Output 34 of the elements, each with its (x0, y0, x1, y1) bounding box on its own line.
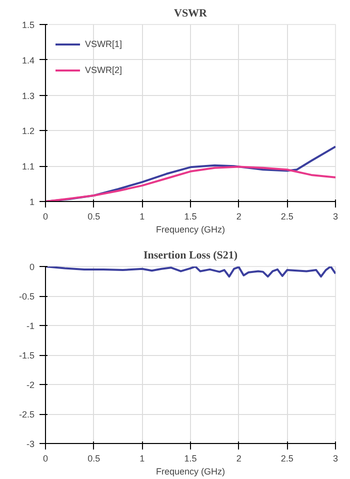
chart-title: Insertion Loss (S21) (143, 250, 238, 262)
x-tick-label: 2 (236, 454, 242, 464)
y-tick-label: -1 (26, 321, 35, 331)
x-tick-label: 0.5 (88, 212, 100, 222)
x-tick-label: 1.5 (184, 454, 197, 464)
x-tick-label: 0.5 (88, 454, 100, 464)
x-tick-label: 3 (332, 212, 338, 222)
y-tick-label: -2 (26, 380, 35, 390)
y-tick-label: 1 (29, 197, 35, 207)
x-tick-label: 1.5 (184, 212, 197, 222)
chart-title: VSWR (174, 8, 208, 20)
legend-label: VSWR[1] (85, 39, 122, 49)
legend-label: VSWR[2] (85, 65, 122, 75)
y-tick-label: 1.4 (22, 55, 35, 66)
y-tick-label: 0 (29, 262, 35, 272)
x-tick-label: 1 (140, 454, 145, 464)
x-tick-label: 2 (236, 212, 242, 222)
y-tick-label: -2.5 (18, 410, 35, 420)
x-axis-title: Frequency (GHz) (156, 466, 226, 476)
x-tick-label: 1 (140, 212, 145, 222)
y-tick-label: 1.2 (22, 126, 35, 136)
y-tick-label: -0.5 (18, 292, 35, 302)
y-tick-label: 1.3 (22, 90, 35, 101)
x-tick-label: 0 (42, 212, 48, 222)
y-tick-label: -3 (26, 439, 35, 449)
x-tick-label: 2.5 (280, 454, 294, 464)
line-series (46, 266, 336, 278)
x-axis-title: Frequency (GHz) (156, 224, 226, 234)
y-tick-label: -1.5 (18, 350, 35, 360)
y-tick-label: 1.5 (22, 20, 35, 30)
x-tick-label: 2.5 (280, 212, 294, 222)
x-tick-label: 3 (332, 454, 338, 464)
y-tick-label: 1.1 (22, 162, 35, 172)
x-tick-label: 0 (42, 454, 48, 464)
